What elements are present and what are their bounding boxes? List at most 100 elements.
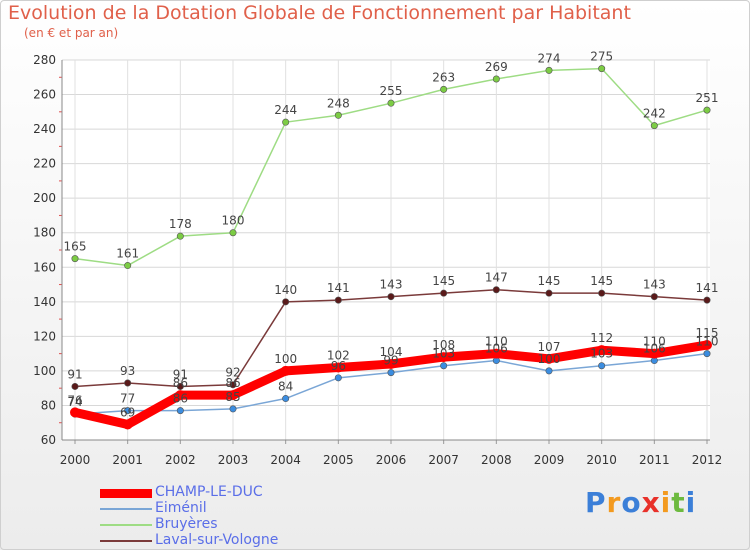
data-label-bruyeres: 161: [116, 247, 139, 261]
data-point-champ-le-duc: [175, 390, 186, 401]
data-point-bruyeres: [387, 99, 395, 107]
data-point-bruyeres: [282, 118, 290, 126]
data-label-eimenil: 106: [485, 342, 508, 356]
data-label-laval-sur-vologne: 145: [590, 274, 613, 288]
data-label-laval-sur-vologne: 140: [274, 283, 297, 297]
y-tick-label: 260: [33, 88, 56, 102]
data-point-champ-le-duc: [702, 340, 712, 350]
data-point-laval-sur-vologne: [71, 382, 79, 390]
y-tick-label: 120: [33, 329, 56, 343]
data-label-champ-le-duc: 110: [485, 335, 508, 349]
x-tick-label: 2006: [376, 453, 407, 467]
data-point-laval-sur-vologne: [176, 382, 184, 390]
data-point-eimenil: [282, 395, 290, 403]
legend-label: Laval-sur-Vologne: [155, 532, 279, 548]
data-point-bruyeres: [124, 262, 132, 270]
y-tick-label: 240: [33, 122, 56, 136]
data-point-eimenil: [176, 407, 184, 415]
legend-swatch: [100, 524, 152, 526]
legend-label: Bruyères: [155, 516, 218, 532]
data-point-laval-sur-vologne: [282, 298, 290, 306]
data-label-laval-sur-vologne: 91: [67, 367, 82, 381]
data-point-eimenil: [229, 405, 237, 413]
data-point-laval-sur-vologne: [703, 296, 711, 304]
data-label-champ-le-duc: 110: [643, 335, 666, 349]
data-point-laval-sur-vologne: [492, 286, 500, 294]
data-label-eimenil: 110: [696, 335, 719, 349]
data-point-champ-le-duc: [596, 345, 607, 356]
data-point-champ-le-duc: [544, 353, 554, 364]
y-tick-label: 60: [41, 433, 56, 447]
y-tick-label: 200: [33, 191, 56, 205]
data-point-champ-le-duc: [386, 359, 396, 369]
data-point-bruyeres: [598, 65, 606, 73]
x-tick-label: 2009: [534, 453, 565, 467]
data-label-champ-le-duc: 104: [380, 345, 403, 359]
data-label-eimenil: 103: [590, 347, 613, 361]
data-label-champ-le-duc: 102: [327, 348, 350, 362]
data-label-bruyeres: 274: [538, 51, 561, 65]
data-label-champ-le-duc: 108: [432, 338, 455, 352]
data-point-champ-le-duc: [649, 348, 660, 359]
data-label-bruyeres: 248: [327, 96, 350, 110]
data-point-eimenil: [598, 362, 606, 370]
data-point-eimenil: [334, 374, 342, 382]
data-label-champ-le-duc: 86: [225, 376, 240, 390]
data-label-eimenil: 103: [432, 347, 455, 361]
data-point-bruyeres: [545, 66, 553, 74]
data-point-champ-le-duc: [280, 365, 291, 376]
x-tick-label: 2010: [586, 453, 617, 467]
data-point-bruyeres: [229, 229, 237, 237]
logo-letter: P: [585, 486, 607, 519]
data-label-champ-le-duc: 100: [274, 352, 297, 366]
data-label-bruyeres: 269: [485, 60, 508, 74]
logo-letter: i: [685, 486, 697, 519]
data-label-bruyeres: 242: [643, 107, 666, 121]
data-label-bruyeres: 178: [169, 217, 192, 231]
data-label-champ-le-duc: 76: [67, 393, 82, 407]
data-label-eimenil: 99: [383, 354, 398, 368]
y-tick-label: 80: [41, 398, 56, 412]
data-label-laval-sur-vologne: 141: [696, 281, 719, 295]
data-point-champ-le-duc: [228, 390, 238, 401]
data-label-eimenil: 106: [643, 342, 666, 356]
data-point-bruyeres: [176, 232, 184, 240]
data-point-laval-sur-vologne: [124, 379, 132, 387]
plot-area: [62, 60, 710, 440]
x-tick-label: 2001: [112, 453, 143, 467]
data-point-bruyeres: [492, 75, 500, 83]
data-label-eimenil: 84: [278, 380, 293, 394]
logo-letter: o: [621, 486, 642, 519]
data-point-laval-sur-vologne: [545, 289, 553, 297]
logo-letter: i: [660, 486, 672, 519]
x-tick-label: 2000: [60, 453, 91, 467]
y-tick-label: 100: [33, 364, 56, 378]
x-tick-label: 2005: [323, 453, 354, 467]
data-point-bruyeres: [650, 122, 658, 130]
data-label-bruyeres: 275: [590, 50, 613, 64]
data-point-laval-sur-vologne: [440, 289, 448, 297]
data-point-bruyeres: [71, 255, 79, 263]
y-tick-label: 160: [33, 260, 56, 274]
legend-label: CHAMP-LE-DUC: [155, 484, 263, 500]
data-label-laval-sur-vologne: 147: [485, 271, 508, 285]
data-point-laval-sur-vologne: [598, 289, 606, 297]
legend-swatch: [100, 540, 152, 542]
legend-swatch: [100, 508, 152, 510]
legend-label: Eiménil: [155, 500, 207, 516]
x-tick-label: 2007: [428, 453, 459, 467]
data-point-bruyeres: [440, 85, 448, 93]
data-label-eimenil: 77: [120, 392, 135, 406]
data-point-laval-sur-vologne: [387, 293, 395, 301]
data-label-laval-sur-vologne: 92: [225, 366, 240, 380]
logo-letter: r: [606, 486, 622, 519]
data-label-bruyeres: 263: [432, 70, 455, 84]
logo-letter: x: [641, 486, 661, 519]
data-point-champ-le-duc: [438, 352, 449, 363]
data-point-eimenil: [124, 407, 132, 415]
data-label-bruyeres: 244: [274, 103, 297, 117]
y-tick-label: 180: [33, 226, 56, 240]
data-point-bruyeres: [703, 106, 711, 114]
x-tick-label: 2004: [270, 453, 301, 467]
